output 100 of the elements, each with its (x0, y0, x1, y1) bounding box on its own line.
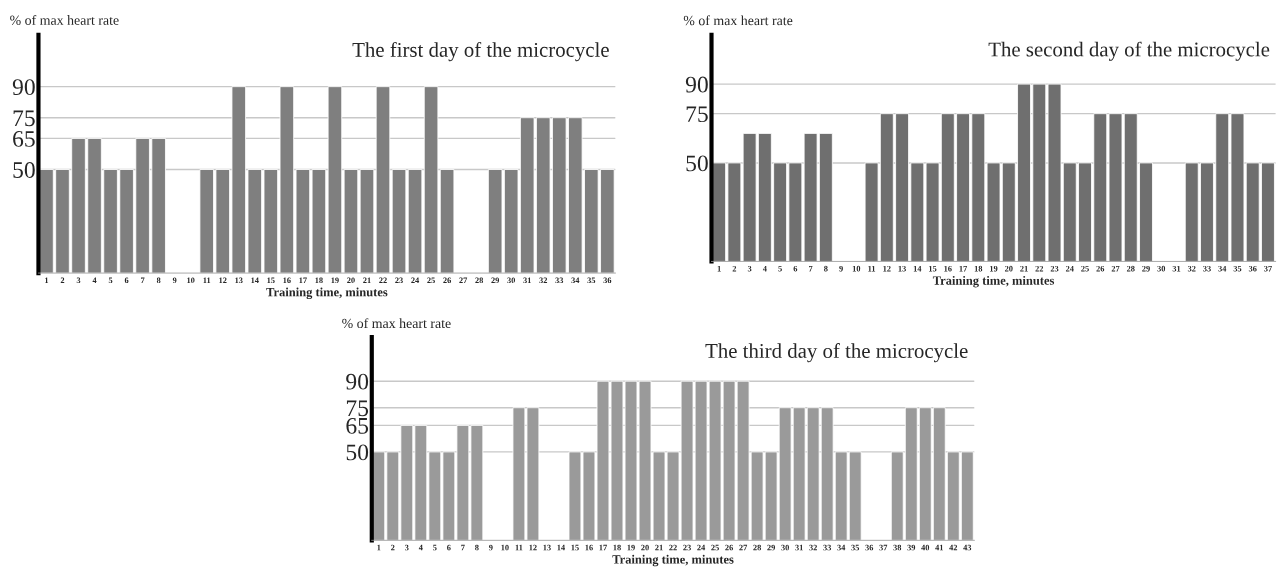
x-tick-label: 2 (60, 277, 65, 284)
x-tick-label: 6 (793, 265, 798, 272)
x-tick-label: 9 (839, 265, 843, 272)
y-axis-title: % of max heart rate (10, 14, 119, 25)
x-tick-label: 16 (944, 265, 952, 272)
x-tick-label: 17 (299, 277, 307, 284)
x-tick-label: 40 (921, 544, 930, 551)
y-axis-title: % of max heart rate (683, 15, 793, 26)
y-tick-label: 65 (346, 417, 369, 434)
x-tick-label: 31 (795, 544, 803, 551)
x-tick-label: 1 (717, 265, 721, 272)
x-tick-label: 29 (491, 277, 500, 284)
x-tick-label: 35 (587, 277, 596, 284)
x-tick-label: 30 (781, 544, 789, 551)
x-tick-label: 28 (753, 544, 762, 551)
x-tick-label: 25 (1081, 265, 1089, 272)
y-tick-label: 75 (13, 110, 35, 127)
x-tick-label: 33 (1203, 265, 1211, 272)
x-tick-label: 14 (557, 544, 565, 551)
x-tick-label: 17 (959, 265, 968, 272)
x-tick-label: 6 (447, 544, 451, 551)
x-tick-label: 30 (1157, 265, 1166, 272)
y-tick-label: 50 (13, 161, 35, 178)
x-tick-label: 28 (1126, 265, 1135, 272)
x-tick-label: 36 (865, 544, 874, 551)
x-tick-label: 23 (1050, 265, 1059, 272)
x-tick-label: 4 (92, 277, 97, 284)
x-tick-label: 38 (893, 544, 902, 551)
x-tick-label: 4 (418, 544, 423, 551)
y-tick-label: 90 (346, 373, 369, 390)
x-tick-label: 10 (852, 265, 861, 272)
x-tick-label: 33 (555, 277, 564, 284)
x-tick-label: 26 (725, 544, 734, 551)
x-tick-label: 23 (395, 277, 403, 284)
x-tick-label: 41 (935, 544, 944, 551)
x-tick-label: 15 (929, 265, 937, 272)
x-tick-label: 7 (809, 265, 813, 272)
x-tick-label: 34 (1218, 265, 1227, 272)
x-tick-label: 11 (515, 544, 523, 551)
x-tick-label: 36 (603, 277, 612, 284)
x-tick-label: 26 (1096, 265, 1105, 272)
x-tick-label: 31 (1172, 265, 1181, 272)
x-tick-label: 42 (949, 544, 958, 551)
x-tick-label: 21 (655, 544, 663, 551)
x-tick-label: 27 (739, 544, 748, 551)
x-tick-label: 12 (883, 265, 891, 272)
x-tick-label: 11 (868, 265, 876, 272)
x-tick-label: 1 (45, 277, 49, 284)
bar (359, 169, 375, 274)
x-axis-title: Training time, minutes (932, 275, 1055, 288)
x-tick-label: 7 (141, 277, 145, 284)
x-tick-label: 34 (571, 277, 580, 284)
x-axis-title: Training time, minutes (266, 287, 388, 300)
x-tick-label: 8 (156, 277, 161, 284)
x-axis-title: Training time, minutes (612, 554, 734, 567)
x-tick-label: 5 (778, 265, 782, 272)
bar (391, 169, 407, 274)
x-tick-label: 15 (571, 544, 579, 551)
x-tick-label: 21 (1020, 265, 1028, 272)
x-tick-label: 14 (913, 265, 922, 272)
x-tick-label: 20 (1004, 265, 1013, 272)
x-tick-label: 5 (108, 277, 113, 284)
x-tick-label: 13 (898, 265, 906, 272)
x-tick-label: 31 (523, 277, 531, 284)
x-tick-label: 17 (599, 544, 607, 551)
x-tick-label: 24 (411, 277, 420, 284)
x-tick-label: 16 (283, 277, 291, 284)
y-tick-label: 75 (346, 400, 369, 417)
y-axis-title: % of max heart rate (342, 318, 451, 329)
x-tick-label: 24 (1065, 265, 1074, 272)
x-tick-label: 22 (379, 277, 387, 284)
chart-title: The second day of the microcycle (988, 41, 1270, 61)
x-tick-label: 23 (683, 544, 691, 551)
x-tick-label: 27 (459, 277, 468, 284)
x-tick-label: 11 (203, 277, 211, 284)
x-tick-label: 39 (907, 544, 916, 551)
x-tick-label: 22 (669, 544, 677, 551)
x-tick-label: 32 (539, 277, 548, 284)
x-tick-label: 26 (443, 277, 452, 284)
y-tick-label: 65 (13, 130, 35, 147)
x-tick-label: 37 (1264, 265, 1272, 272)
x-tick-label: 27 (1111, 265, 1120, 272)
x-tick-label: 5 (433, 544, 437, 551)
x-tick-label: 2 (391, 544, 395, 551)
y-tick-label: 50 (686, 155, 708, 172)
y-tick-label: 90 (685, 76, 708, 93)
x-tick-label: 3 (76, 277, 81, 284)
x-tick-label: 33 (823, 544, 832, 551)
x-tick-label: 37 (879, 544, 888, 551)
x-tick-label: 24 (697, 544, 706, 551)
x-tick-label: 35 (851, 544, 860, 551)
x-tick-label: 20 (347, 277, 355, 284)
x-tick-label: 29 (1142, 265, 1150, 272)
bar (375, 86, 391, 274)
x-tick-label: 14 (251, 277, 259, 284)
x-tick-label: 15 (267, 277, 275, 284)
x-tick-label: 13 (235, 277, 243, 284)
x-tick-label: 22 (1035, 265, 1044, 272)
x-tick-label: 35 (1233, 265, 1242, 272)
x-tick-label: 1 (377, 544, 381, 551)
